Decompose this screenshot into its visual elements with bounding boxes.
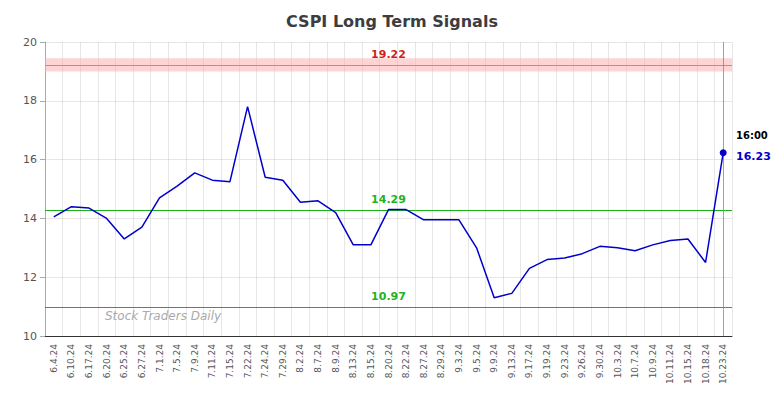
svg-text:9.19.24: 9.19.24 — [542, 344, 552, 379]
svg-text:7.9.24: 7.9.24 — [190, 344, 200, 373]
svg-text:7.29.24: 7.29.24 — [278, 344, 288, 379]
svg-text:16.23: 16.23 — [736, 150, 771, 163]
svg-text:7.11.24: 7.11.24 — [207, 344, 217, 379]
svg-text:9.3.24: 9.3.24 — [454, 344, 464, 373]
svg-text:10.3.24: 10.3.24 — [613, 344, 623, 379]
svg-text:10: 10 — [23, 330, 37, 343]
svg-text:6.10.24: 6.10.24 — [66, 344, 76, 379]
svg-text:8.13.24: 8.13.24 — [348, 344, 358, 379]
svg-text:14.29: 14.29 — [371, 193, 406, 206]
svg-text:19.22: 19.22 — [371, 48, 406, 61]
svg-text:9.9.24: 9.9.24 — [489, 344, 499, 373]
svg-text:16: 16 — [23, 153, 37, 166]
svg-text:10.7.24: 10.7.24 — [630, 344, 640, 379]
svg-text:14: 14 — [23, 212, 37, 225]
svg-text:10.18.24: 10.18.24 — [701, 344, 711, 384]
svg-text:10.23.24: 10.23.24 — [718, 344, 728, 384]
svg-text:12: 12 — [23, 271, 37, 284]
svg-text:6.17.24: 6.17.24 — [84, 344, 94, 379]
svg-text:10.9.24: 10.9.24 — [648, 344, 658, 379]
svg-text:9.26.24: 9.26.24 — [577, 344, 587, 379]
svg-text:16:00: 16:00 — [736, 130, 768, 141]
svg-text:8.20.24: 8.20.24 — [384, 344, 394, 379]
svg-text:8.27.24: 8.27.24 — [419, 344, 429, 379]
svg-text:18: 18 — [23, 94, 37, 107]
svg-text:8.15.24: 8.15.24 — [366, 344, 376, 379]
svg-text:9.17.24: 9.17.24 — [524, 344, 534, 379]
svg-text:7.5.24: 7.5.24 — [172, 344, 182, 373]
svg-text:7.1.24: 7.1.24 — [155, 344, 165, 373]
svg-text:CSPI Long Term Signals: CSPI Long Term Signals — [286, 12, 498, 31]
svg-text:Stock Traders Daily: Stock Traders Daily — [105, 309, 222, 323]
svg-text:8.2.24: 8.2.24 — [295, 344, 305, 373]
svg-text:9.13.24: 9.13.24 — [507, 344, 517, 379]
svg-text:6.25.24: 6.25.24 — [119, 344, 129, 379]
svg-text:20: 20 — [23, 36, 37, 49]
svg-text:8.9.24: 8.9.24 — [331, 344, 341, 373]
svg-text:10.15.24: 10.15.24 — [683, 344, 693, 384]
svg-text:9.5.24: 9.5.24 — [472, 344, 482, 373]
svg-text:7.24.24: 7.24.24 — [260, 344, 270, 379]
svg-text:10.11.24: 10.11.24 — [665, 344, 675, 384]
svg-text:9.23.24: 9.23.24 — [560, 344, 570, 379]
svg-text:9.30.24: 9.30.24 — [595, 344, 605, 379]
svg-text:6.4.24: 6.4.24 — [49, 344, 59, 373]
svg-text:7.15.24: 7.15.24 — [225, 344, 235, 379]
svg-text:6.20.24: 6.20.24 — [102, 344, 112, 379]
svg-text:7.22.24: 7.22.24 — [243, 344, 253, 379]
svg-text:8.22.24: 8.22.24 — [401, 344, 411, 379]
svg-text:6.27.24: 6.27.24 — [137, 344, 147, 379]
svg-text:8.29.24: 8.29.24 — [436, 344, 446, 379]
svg-text:8.7.24: 8.7.24 — [313, 344, 323, 373]
svg-text:10.97: 10.97 — [371, 290, 406, 303]
